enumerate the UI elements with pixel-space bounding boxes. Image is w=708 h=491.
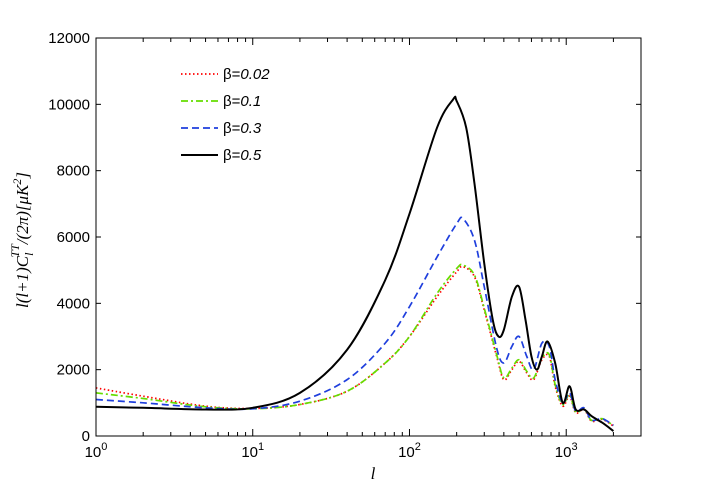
legend: β=0.02 β=0.1 β=0.3 β=0.5: [181, 66, 270, 164]
legend-label: β=0.1: [223, 93, 261, 110]
x-tick-label: 103: [555, 441, 578, 461]
y-tick-label: 10000: [48, 96, 90, 113]
legend-label: β=0.02: [223, 66, 270, 83]
x-tick-labels: 100 101 102 103: [85, 441, 578, 461]
y-tick-label: 2000: [57, 362, 90, 379]
y-tick-labels: 0 2000 4000 6000 8000 10000 12000: [48, 30, 90, 445]
legend-label: β=0.3: [223, 120, 262, 137]
series-line-3: [96, 216, 614, 427]
y-tick-label: 6000: [57, 229, 90, 246]
x-tick-label: 100: [85, 441, 108, 461]
y-tick-label: 4000: [57, 295, 90, 312]
series-line-2: [96, 263, 614, 427]
y-tick-label: 0: [82, 428, 90, 445]
y-tick-label: 8000: [57, 163, 90, 180]
y-axis-label: l(l+1)ClTT/(2π)[μK2]: [8, 172, 36, 308]
legend-label: β=0.5: [223, 147, 262, 164]
series-group: [96, 95, 615, 432]
ticks-group: [95, 37, 642, 437]
x-axis-label: l: [371, 464, 376, 483]
x-tick-label: 101: [241, 441, 264, 461]
y-tick-label: 12000: [48, 30, 90, 47]
x-tick-label: 102: [398, 441, 421, 461]
series-line-4: [96, 95, 615, 432]
